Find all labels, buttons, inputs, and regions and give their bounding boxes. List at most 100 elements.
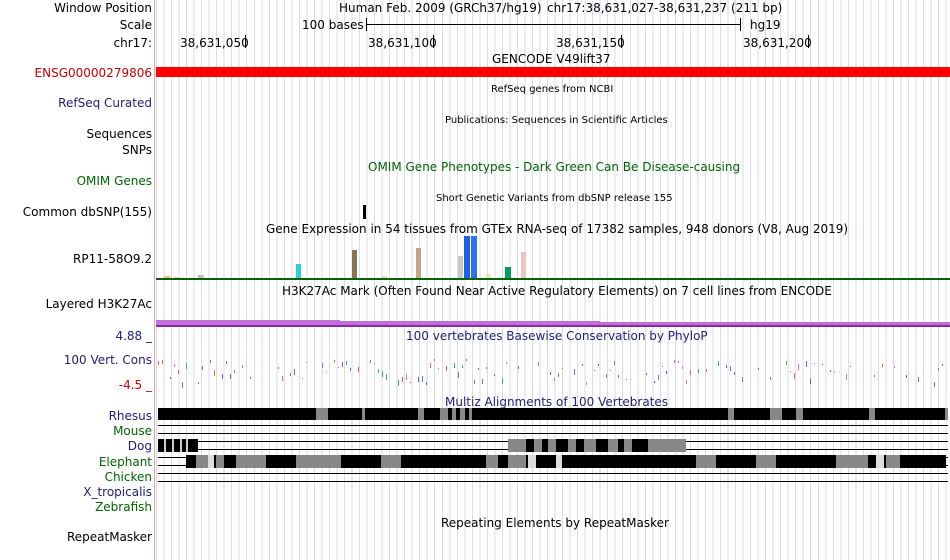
layered-h3k27ac-label[interactable]: Layered H3K27Ac [45,297,152,311]
phylop-mark [430,363,431,368]
phylop-mark [538,362,539,366]
phylop-mark [798,364,799,370]
position-text: chr17:38,631,027-38,631,237 (211 bp) [547,1,783,15]
multiz-elephant-gap [528,455,536,468]
h3k27ac-signal [340,321,600,325]
gtex-tissue-bar[interactable] [352,250,357,278]
gtex-gene-label[interactable]: RP11-58O9.2 [73,252,152,266]
gencode-title: GENCODE V49lift37 [492,52,611,66]
multiz-elephant-gap [508,455,526,468]
gtex-tissue-bar[interactable] [486,274,491,278]
phylop-mark [370,360,371,363]
multiz-row-line [158,473,948,474]
phylop-mark [730,366,731,371]
gtex-tissue-bar[interactable] [198,275,204,278]
phylop-mark [174,364,175,367]
multiz-elephant-gap [486,455,498,468]
phylop-mark [242,365,243,368]
phylop-mark [334,360,335,363]
phylop-mark [398,380,399,386]
multiz-rhesus-gap [796,408,803,420]
phylop-mark [938,368,939,371]
phylop-mark [690,370,691,375]
multiz-row-line [158,433,948,434]
gtex-tissue-bar[interactable] [416,248,421,278]
multiz-row-line [158,481,948,482]
phylop-mark [350,368,351,371]
ruler-tick [433,35,434,48]
cons-max-label: 4.88 _ [115,329,152,343]
gtex-tissue-bar[interactable] [296,264,301,278]
phylop-plot[interactable] [156,345,950,395]
phylop-mark [850,366,851,367]
gtex-tissue-bar[interactable] [174,277,180,278]
phylop-mark [822,364,823,365]
label-divider [154,0,155,560]
phylop-mark [474,380,475,384]
ruler-tick [621,35,622,48]
multiz-title: Multiz Alignments of 100 Vertebrates [445,395,669,409]
phylop-mark [482,379,483,384]
phylop-mark [718,361,719,366]
phylop-mark [554,378,555,381]
snps-label[interactable]: SNPs [122,143,152,157]
ruler-tick-label: 38,631,100 [368,36,437,50]
phylop-mark [610,370,611,371]
gtex-tissue-bar[interactable] [458,256,463,278]
gtex-tissue-bar[interactable] [471,236,477,278]
phylop-mark [494,374,495,376]
gencode-gene-feature[interactable] [156,67,950,77]
phylop-mark [306,362,307,363]
multiz-elephant-gap [381,455,401,468]
gtex-tissue-bar[interactable] [521,252,526,278]
phylop-mark [742,377,743,382]
refseq-title: RefSeq genes from NCBI [491,84,614,95]
gtex-tissue-bar[interactable] [382,276,387,278]
species-label-x-tropicalis[interactable]: X_tropicalis [83,485,152,499]
dbsnp-variant[interactable] [363,205,366,219]
scale-bar-right-tick [740,18,741,31]
multiz-rhesus-gap [460,408,465,420]
phylop-mark [302,378,303,379]
gtex-tissue-bar[interactable] [505,267,511,278]
multiz-elephant-gap [556,455,562,468]
cons-name-label[interactable]: 100 Vert. Cons [63,353,152,367]
phylop-mark [222,374,223,379]
gtex-chart[interactable] [156,236,950,280]
phylop-mark [378,369,379,373]
gtex-tissue-bar[interactable] [164,276,170,278]
phylop-mark [234,370,235,373]
multiz-elephant-gap [196,455,208,468]
phylop-mark [934,382,935,387]
multiz-alignment[interactable] [156,408,950,488]
refseq-label[interactable]: RefSeq Curated [58,96,152,110]
publications-title: Publications: Sequences in Scientific Ar… [445,115,668,126]
phylop-mark [562,368,563,369]
gtex-tissue-bar[interactable] [464,236,470,278]
multiz-elephant-gap [296,455,341,468]
multiz-elephant-gap [216,455,224,468]
omim-genes-label[interactable]: OMIM Genes [76,174,152,188]
repeatmasker-label[interactable]: RepeatMasker [66,530,152,544]
phylop-mark [550,372,551,375]
species-label-dog[interactable]: Dog [127,439,152,453]
species-label-zebrafish[interactable]: Zebrafish [95,500,152,514]
phylop-mark [410,382,411,383]
ruler-tick-label: 38,631,200 [743,36,812,50]
gencode-gene-label[interactable]: ENSG00000279806 [34,66,152,80]
phylop-mark [830,370,831,372]
phylop-mark [678,361,679,363]
phylop-mark [626,379,627,380]
phylop-mark [182,382,183,388]
multiz-elephant-gap [208,455,214,468]
common-dbsnp-label[interactable]: Common dbSNP(155) [22,205,152,219]
sequences-label[interactable]: Sequences [86,127,152,141]
species-label-chicken[interactable]: Chicken [104,470,152,484]
species-label-rhesus[interactable]: Rhesus [108,409,152,423]
multiz-rhesus-block [158,408,948,420]
multiz-rhesus-gap [452,408,456,420]
species-label-mouse[interactable]: Mouse [113,424,152,438]
phylop-mark [466,359,467,361]
species-label-elephant[interactable]: Elephant [98,455,152,469]
phylop-mark [282,376,283,381]
